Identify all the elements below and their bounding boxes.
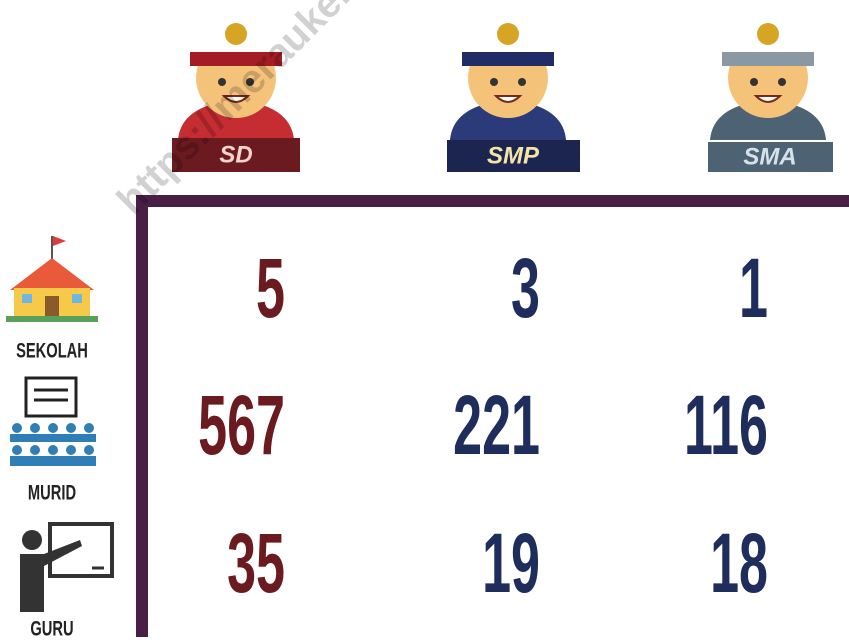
- frame-top: [136, 195, 849, 207]
- face-smp: [450, 8, 566, 140]
- face-sma: [710, 8, 826, 140]
- row-label: MURID: [28, 481, 76, 504]
- cell-value: 116: [684, 378, 768, 472]
- cell-value: 35: [227, 516, 285, 610]
- school-icon: [6, 236, 98, 322]
- header-box: [172, 138, 300, 172]
- students-icon: [10, 376, 96, 466]
- frame-left: [136, 195, 148, 637]
- column-header: SD: [219, 141, 252, 168]
- cell-value: 3: [511, 241, 540, 335]
- face-sd: [178, 8, 294, 140]
- cell-value: 1: [739, 241, 768, 335]
- cell-value: 5: [256, 241, 285, 335]
- header-box: [447, 140, 580, 172]
- teacher-icon: [20, 522, 114, 612]
- cell-value: 567: [198, 378, 285, 472]
- header-box: [708, 142, 833, 172]
- cell-value: 19: [482, 516, 540, 610]
- cell-value: 221: [453, 378, 540, 472]
- column-header: SMP: [487, 142, 540, 169]
- column-header: SMA: [743, 143, 796, 170]
- cell-value: 18: [710, 516, 768, 610]
- row-label: SEKOLAH: [16, 339, 88, 362]
- row-label: GURU: [30, 617, 73, 640]
